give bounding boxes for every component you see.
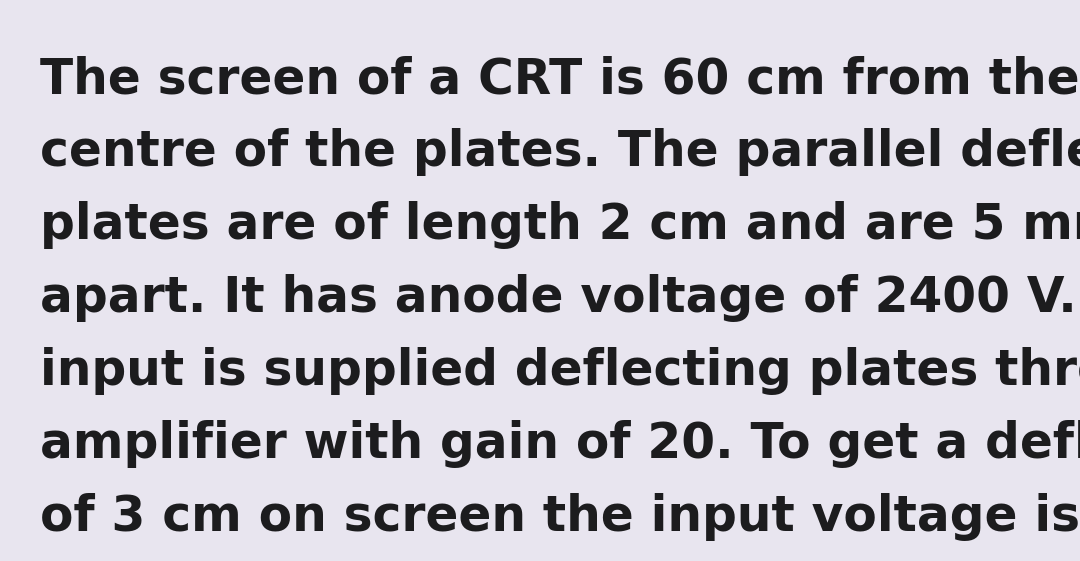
Text: The screen of a CRT is 60 cm from the: The screen of a CRT is 60 cm from the xyxy=(40,55,1080,103)
Text: plates are of length 2 cm and are 5 mm: plates are of length 2 cm and are 5 mm xyxy=(40,201,1080,249)
Text: centre of the plates. The parallel deflecting: centre of the plates. The parallel defle… xyxy=(40,128,1080,176)
Text: of 3 cm on screen the input voltage is: of 3 cm on screen the input voltage is xyxy=(40,493,1080,541)
Text: input is supplied deflecting plates through an: input is supplied deflecting plates thro… xyxy=(40,347,1080,395)
Text: apart. It has anode voltage of 2400 V. The: apart. It has anode voltage of 2400 V. T… xyxy=(40,274,1080,322)
Text: amplifier with gain of 20. To get a deflection: amplifier with gain of 20. To get a defl… xyxy=(40,420,1080,468)
